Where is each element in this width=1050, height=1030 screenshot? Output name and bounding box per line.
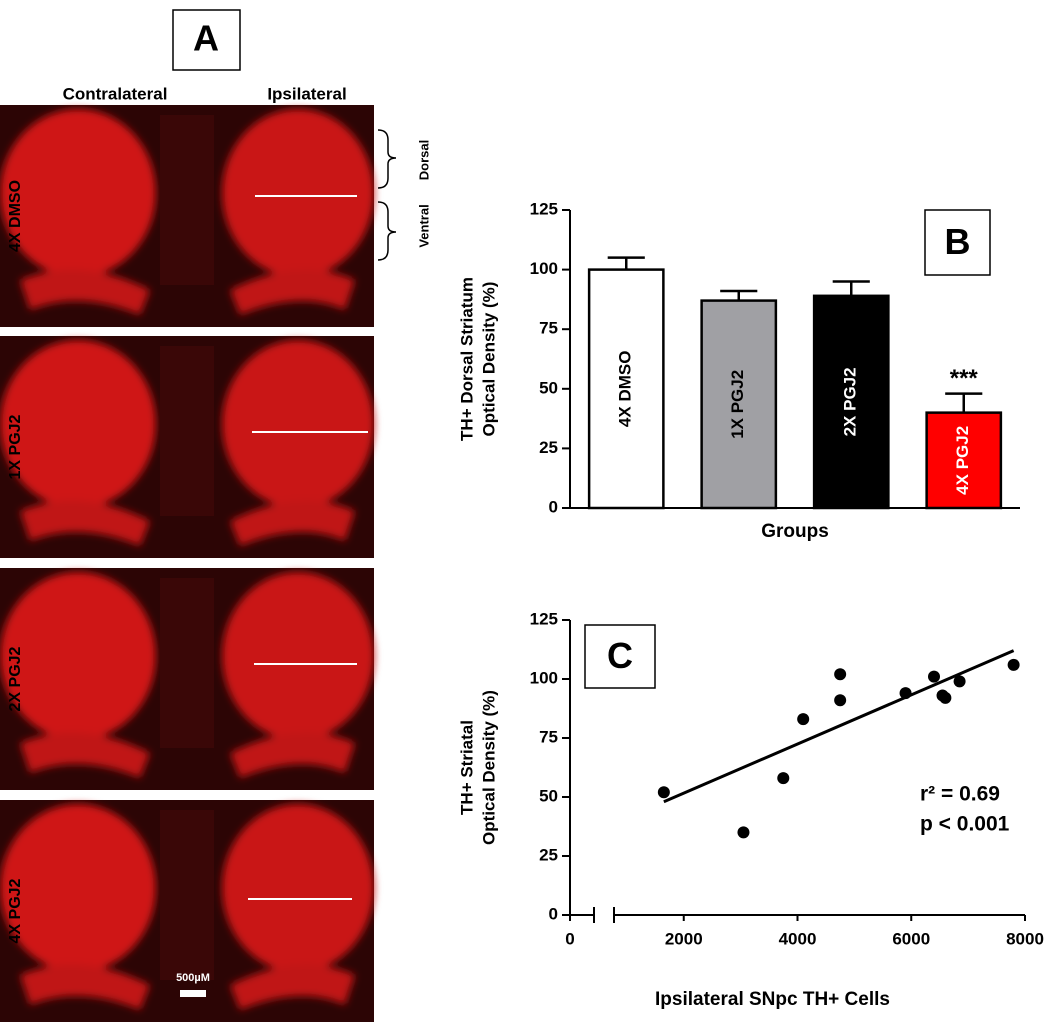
panel-label: A [193,18,219,59]
panel-label: C [607,635,633,676]
column-label: Contralateral [63,84,168,103]
y-axis-label: Optical Density (%) [479,282,498,437]
micrograph [0,800,374,1022]
row-label: 1X PGJ2 [7,414,24,479]
y-tick-label: 50 [539,378,558,397]
bar-label: 2X PGJ2 [841,367,860,436]
panel-box [172,9,241,71]
y-tick-label: 25 [539,845,558,864]
point [939,691,952,704]
bracket [377,201,397,261]
point [899,687,912,700]
scale-bar [180,990,206,997]
bar-label: 4X DMSO [616,351,635,428]
y-tick-label: 100 [530,259,558,278]
column-label: Ipsilateral [267,84,346,103]
panel-box [924,209,991,276]
y-axis-label: Optical Density (%) [479,690,498,845]
bar [700,299,778,510]
x-tick-label: 6000 [892,929,930,948]
point [797,713,810,726]
y-tick-label: 125 [530,199,558,218]
bar [812,294,890,510]
x-tick-label: 4000 [779,929,817,948]
micrograph [0,105,374,327]
row-label: 4X PGJ2 [7,878,24,943]
row-label: 2X PGJ2 [7,646,24,711]
x-tick-label: 2000 [665,929,703,948]
region-label: Dorsal [416,140,431,180]
annotation: p < 0.001 [920,813,1010,836]
point [777,772,790,785]
bar [587,268,665,510]
bar-label: 1X PGJ2 [728,370,747,439]
x-axis-label: Groups [761,521,829,542]
row-label: 4X DMSO [7,180,24,252]
annotation: r² = 0.69 [920,783,1000,806]
bar-label: 4X PGJ2 [953,426,972,495]
y-tick-label: 25 [539,438,558,457]
x-tick-label: 0 [565,929,574,948]
y-tick-label: 125 [530,609,558,628]
y-axis-label: TH+ Dorsal Striatum [457,277,476,441]
point [737,826,750,839]
x-tick-label: 8000 [1006,929,1044,948]
point [1007,658,1020,671]
micrograph [0,336,374,558]
point [834,668,847,681]
y-tick-label: 0 [549,497,558,516]
y-tick-label: 75 [539,727,558,746]
y-tick-label: 75 [539,319,558,338]
panel-label: B [945,221,971,262]
y-axis-label: TH+ Striatal [457,720,476,815]
y-tick-label: 0 [549,904,558,923]
scale-label: 500µM [176,972,210,984]
point [657,786,670,799]
bar [925,411,1003,510]
point [953,675,966,688]
x-axis-label: Ipsilateral SNpc TH+ Cells [655,989,890,1010]
fit-line [663,649,1015,804]
measure-lines [248,195,368,900]
point [834,694,847,707]
point [928,670,940,683]
region-label: Ventral [416,204,431,247]
significance: *** [950,365,979,392]
y-tick-label: 50 [539,786,558,805]
micrograph [0,568,374,790]
bracket [377,129,397,189]
panel-box [584,624,656,689]
y-tick-label: 100 [530,668,558,687]
